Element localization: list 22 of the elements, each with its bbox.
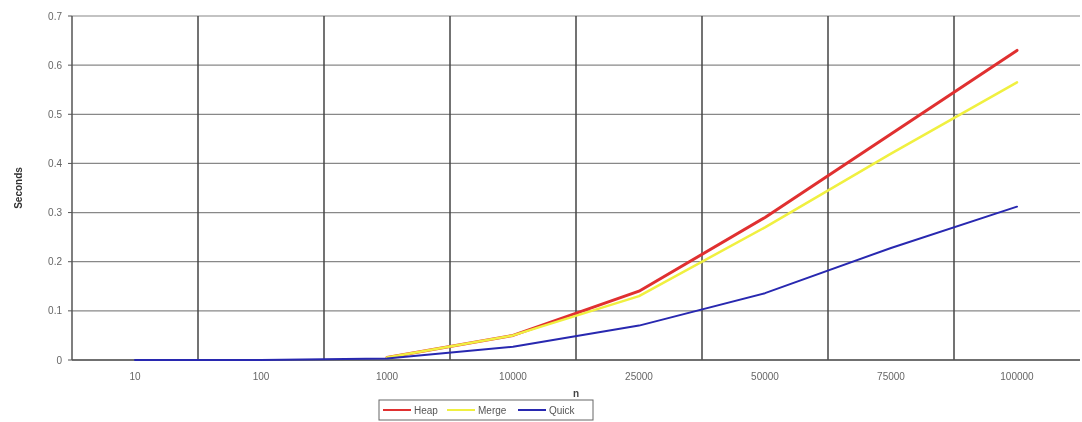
y-tick-label: 0.4 xyxy=(48,157,63,169)
x-tick-label: 25000 xyxy=(625,371,654,382)
y-tick-label: 0.2 xyxy=(48,256,63,268)
legend-label: Heap xyxy=(414,404,439,416)
x-axis-title: n xyxy=(572,388,580,399)
y-tick-label: 0.1 xyxy=(48,305,63,317)
legend-label: Quick xyxy=(549,404,576,416)
x-tick-label: 100000 xyxy=(1000,371,1035,382)
y-axis-title: Seconds xyxy=(13,166,24,209)
x-tick-label: 100 xyxy=(252,371,270,382)
x-tick-label: 10 xyxy=(129,371,141,382)
x-tick-label: 10000 xyxy=(499,371,528,382)
y-tick-label: 0 xyxy=(56,354,63,366)
legend-label: Merge xyxy=(478,404,507,416)
x-tick-label: 50000 xyxy=(751,371,780,382)
y-tick-label: 0.6 xyxy=(48,59,63,71)
y-tick-label: 0.7 xyxy=(48,10,63,22)
x-tick-label: 75000 xyxy=(877,371,906,382)
line-series xyxy=(134,205,1018,361)
y-tick-label: 0.3 xyxy=(48,207,63,219)
y-tick-label: 0.5 xyxy=(48,108,63,120)
x-tick-label: 1000 xyxy=(375,371,399,382)
